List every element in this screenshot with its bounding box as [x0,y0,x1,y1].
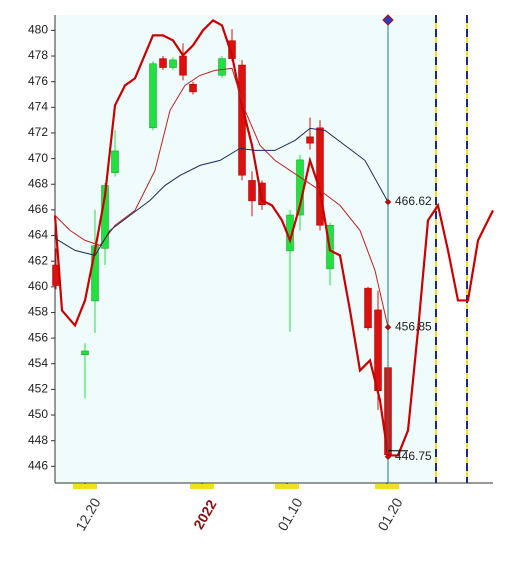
x-tick-highlight [190,484,214,489]
candle-body [189,83,197,93]
annotation-marker [384,323,392,331]
x-tick-label: 01.10 [274,495,305,534]
overlay-line [54,127,389,256]
y-tick-label: 474 [28,99,48,113]
y-tick-label: 478 [28,48,48,62]
candle-body [306,136,314,144]
y-tick-label: 452 [28,382,48,396]
x-tick-highlight [275,484,299,489]
candle-body [258,182,266,206]
y-tick-label: 470 [28,151,48,165]
annotation-marker [384,198,392,206]
x-tick-highlight [375,484,399,489]
annotation-label: 466.62 [395,194,432,208]
y-tick-label: 460 [28,279,48,293]
candle-body [159,58,167,68]
y-tick-label: 476 [28,74,48,88]
candle-body [364,287,372,329]
overlay-line [53,19,494,457]
candle-body [169,59,177,68]
y-tick-label: 448 [28,433,48,447]
y-tick-label: 450 [28,407,48,421]
candle-body [248,180,256,202]
annotation-label: 456.85 [395,319,432,333]
annotation-marker [384,453,392,461]
x-tick-highlight [73,484,97,489]
y-tick-label: 446 [28,459,48,473]
y-tick-label: 472 [28,125,48,139]
candle-body [81,350,89,356]
y-tick-label: 464 [28,228,48,242]
y-tick-label: 456 [28,330,48,344]
y-tick-label: 480 [28,23,48,37]
y-tick-label: 466 [28,202,48,216]
x-tick-label: 2022 [190,497,220,532]
candle-body [179,55,187,76]
y-tick-label: 462 [28,253,48,267]
y-tick-label: 458 [28,305,48,319]
cursor-diamond [382,14,394,26]
y-tick-label: 468 [28,176,48,190]
annotation-label: 446.75 [395,449,432,463]
candle-body [149,63,157,129]
candle-body [218,58,226,76]
candle-body [111,150,119,173]
y-tick-label: 454 [28,356,48,370]
x-tick-label: 12.20 [72,495,103,534]
candle-body [238,64,246,176]
x-tick-label: 01.20 [374,495,405,534]
